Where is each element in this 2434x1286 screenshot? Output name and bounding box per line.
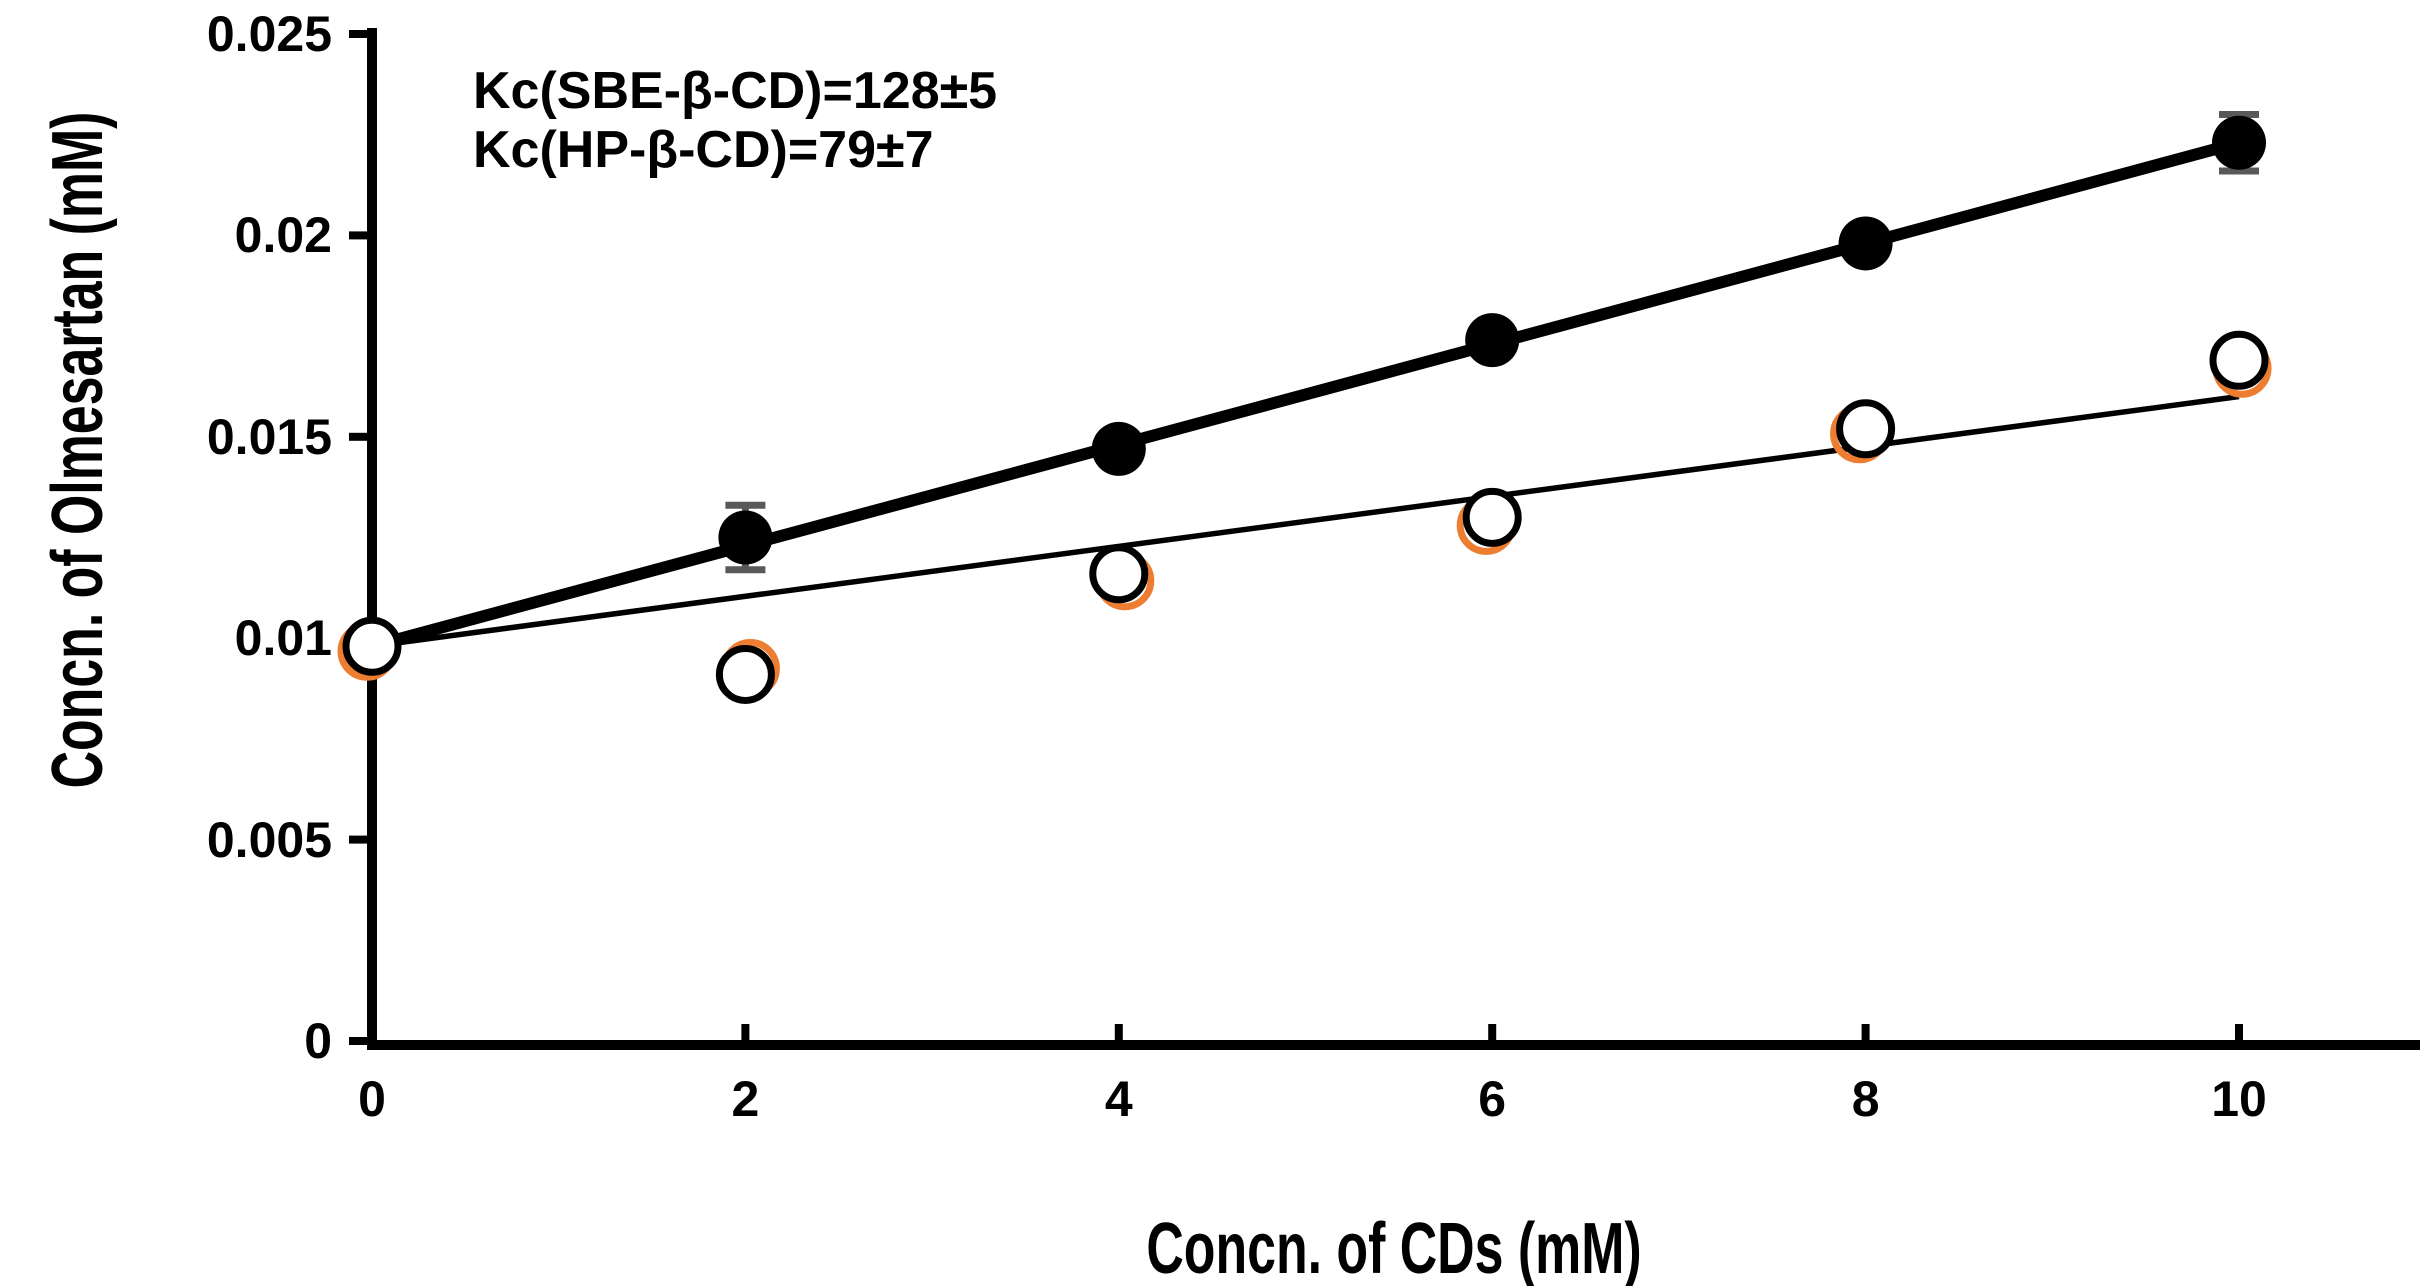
y-tick-label: 0.01 <box>234 610 332 667</box>
x-tick-label: 4 <box>1104 1071 1133 1127</box>
data-point-sbe <box>2212 115 2266 170</box>
y-axis-title: Concn. of Olmesartan (mM) <box>38 111 118 789</box>
kc-annotation-line-hp: Kc(HP-β-CD)=79±7 <box>473 121 934 179</box>
x-axis-title: Concn. of CDs (mM) <box>1146 1209 1642 1286</box>
data-point-hp <box>715 644 775 704</box>
data-point-sbe <box>718 510 773 565</box>
data-point-sbe <box>1838 216 1893 271</box>
trendline-hp <box>371 393 2240 649</box>
data-point-sbe <box>1091 421 1146 476</box>
kc-annotation: Kc(SBE-β-CD)=128±5 Kc(HP-β-CD)=79±7 <box>473 62 997 180</box>
y-axis-tick <box>349 432 367 441</box>
x-axis-tick <box>1488 1024 1497 1040</box>
x-tick-label: 2 <box>731 1071 760 1127</box>
y-axis-tick <box>349 835 367 844</box>
x-tick-label: 0 <box>358 1071 386 1127</box>
y-tick-label: 0.025 <box>206 6 332 62</box>
y-tick-label: 0.015 <box>206 408 332 465</box>
y-tick-label: 0.02 <box>234 207 332 264</box>
x-tick-label: 10 <box>2211 1071 2267 1127</box>
data-point-hp <box>1089 544 1149 604</box>
data-point-hp <box>342 616 402 676</box>
data-point-hp <box>1836 399 1896 459</box>
x-axis-line <box>367 1040 2420 1050</box>
y-tick-label: 0 <box>304 1013 332 1069</box>
kc-annotation-line-sbe: Kc(SBE-β-CD)=128±5 <box>473 62 998 120</box>
y-tick-label: 0.005 <box>206 811 332 868</box>
trendline-sbe <box>370 136 2241 653</box>
data-point-sbe <box>1465 313 1520 368</box>
x-tick-label: 6 <box>1478 1071 1507 1127</box>
x-axis-tick <box>1861 1024 1870 1040</box>
y-axis-tick <box>349 1037 367 1045</box>
y-axis-line <box>367 28 377 1050</box>
x-axis-tick <box>741 1024 750 1040</box>
data-point-hp <box>2209 330 2269 390</box>
x-axis-tick <box>1114 1024 1123 1040</box>
y-axis-tick <box>349 30 367 38</box>
x-axis-tick <box>2235 1024 2243 1040</box>
data-point-hp <box>1462 487 1522 547</box>
x-tick-label: 8 <box>1851 1071 1880 1127</box>
y-axis-tick <box>349 231 367 240</box>
